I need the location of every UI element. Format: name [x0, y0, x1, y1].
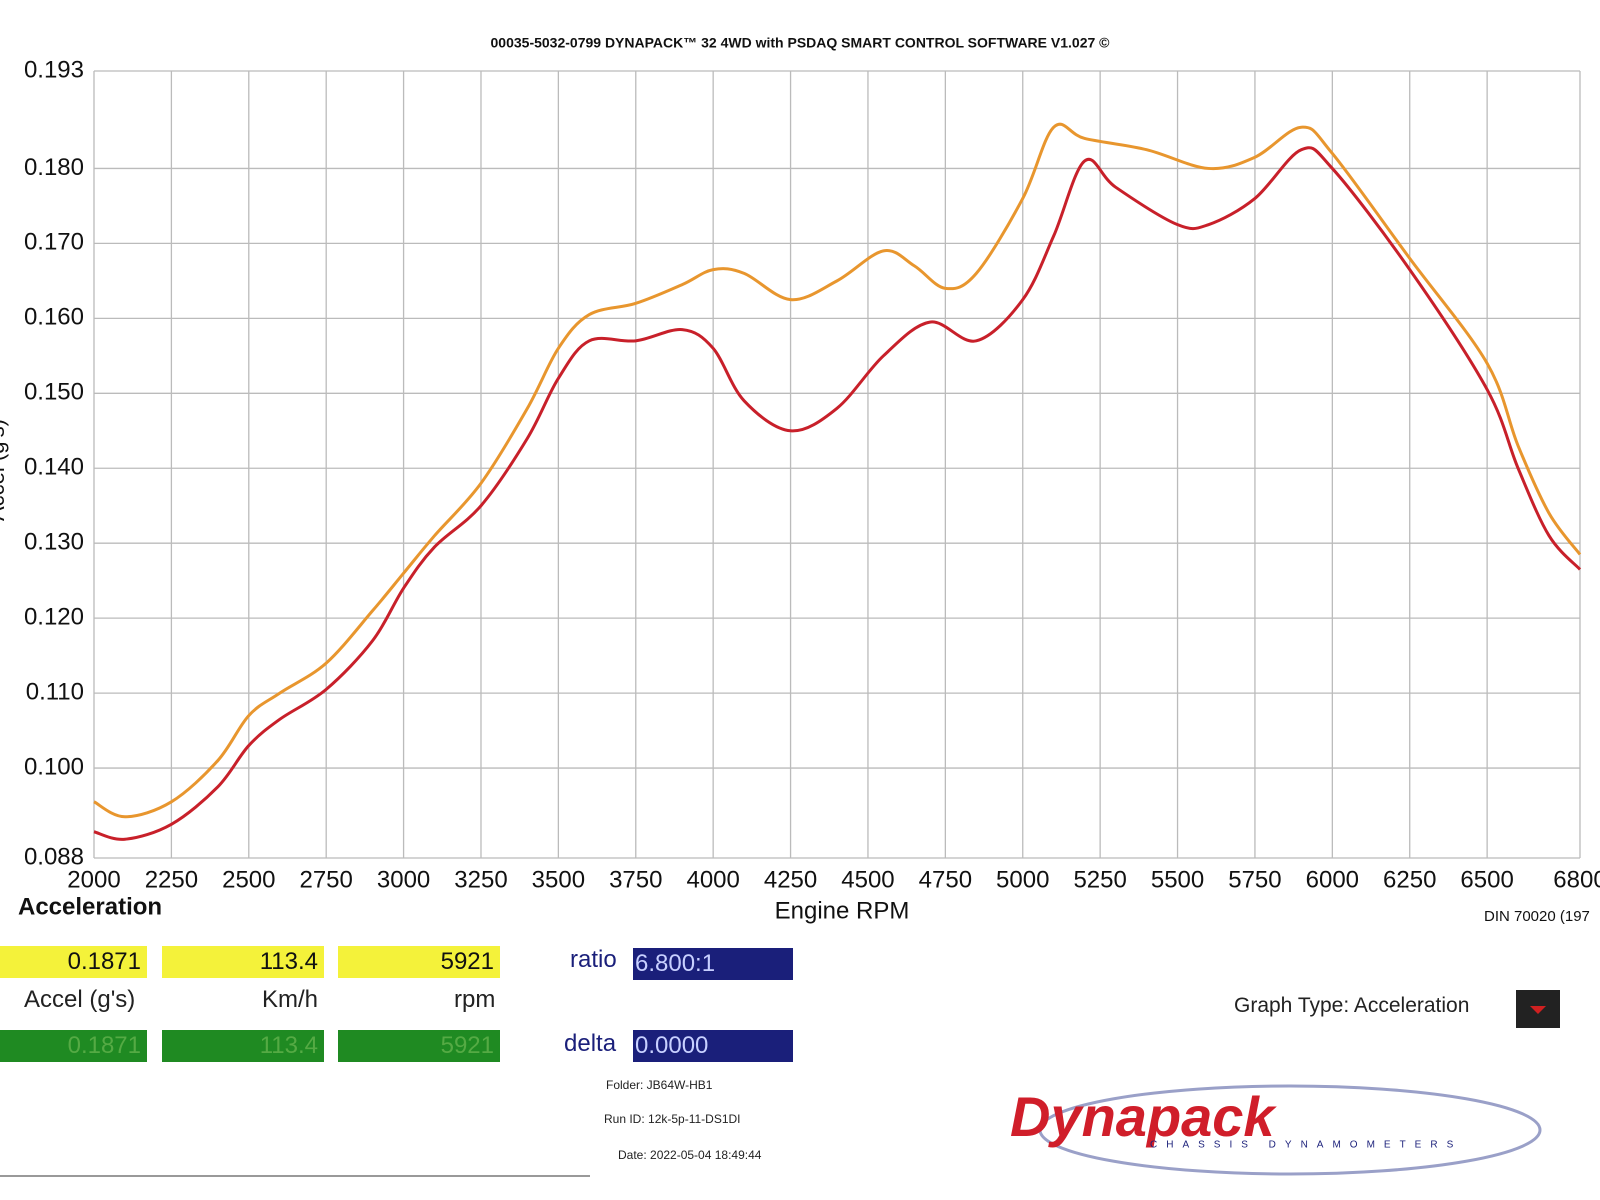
y-tick-label: 0.180: [24, 154, 84, 181]
x-tick-label: 6250: [1383, 866, 1436, 893]
y-tick-label: 0.193: [24, 56, 84, 83]
x-tick-label: 3000: [377, 866, 430, 893]
chart: 00035-5032-0799 DYNAPACK™ 32 4WD with PS…: [0, 35, 1600, 925]
readout: 5921: [338, 946, 500, 978]
x-tick-label: 2000: [67, 866, 120, 893]
readout: 113.4: [162, 946, 324, 978]
x-tick-label: 4500: [841, 866, 894, 893]
y-tick-label: 0.140: [24, 454, 84, 481]
y-tick-label: 0.110: [26, 678, 84, 705]
x-tick-label: 5500: [1151, 866, 1204, 893]
ratio-label: ratio: [570, 946, 617, 973]
logo: Dynapack CHASSIS DYNAMOMETERS: [1010, 1084, 1542, 1176]
y-tick-label: 0.120: [24, 603, 84, 630]
series-line: [93, 146, 1582, 841]
delta-value: 0.0000: [633, 1030, 793, 1062]
logo-tagline: CHASSIS DYNAMOMETERS: [1150, 1140, 1462, 1151]
x-tick-label: 4250: [764, 866, 817, 893]
x-tick-label: 2750: [299, 866, 352, 893]
y-tick-label: 0.088: [24, 843, 84, 870]
x-tick-label: 4000: [686, 866, 739, 893]
chart-title: 00035-5032-0799 DYNAPACK™ 32 4WD with PS…: [491, 35, 1111, 51]
x-tick-label: 6000: [1306, 866, 1359, 893]
ratio-value: 6.800:1: [633, 948, 793, 980]
y-axis-label: Accel (g's): [0, 419, 9, 521]
x-tick-label: 5000: [996, 866, 1049, 893]
divider: [0, 1175, 590, 1177]
y-tick-label: 0.170: [24, 229, 84, 256]
readout: 5921: [338, 1030, 500, 1062]
unit-label: Km/h: [262, 986, 319, 1013]
y-tick-label: 0.160: [24, 304, 84, 331]
x-tick-label: 5750: [1228, 866, 1281, 893]
readout: 0.1871: [0, 946, 147, 978]
date: Date: 2022-05-04 18:49:44: [618, 1148, 762, 1162]
unit-label: rpm: [454, 986, 496, 1013]
x-tick-label: 3250: [454, 866, 507, 893]
x-tick-label: 4750: [919, 866, 972, 893]
x-tick-label: 6500: [1460, 866, 1513, 893]
footnote: DIN 70020 (197: [1484, 908, 1590, 925]
y-tick-label: 0.150: [24, 379, 84, 406]
x-tick-label: 3500: [532, 866, 585, 893]
x-tick-label: 3750: [609, 866, 662, 893]
readout: 113.4: [162, 1030, 324, 1062]
x-tick-label: 5250: [1073, 866, 1126, 893]
x-axis-label: Engine RPM: [775, 897, 910, 924]
graph-type-dropdown[interactable]: [1516, 990, 1560, 1028]
logo-name: Dynapack: [1010, 1085, 1277, 1148]
series-line: [93, 122, 1582, 819]
x-tick-label: 2250: [145, 866, 198, 893]
unit-label: Accel (g's): [24, 986, 136, 1013]
readout: 0.1871: [0, 1030, 147, 1062]
folder: Folder: JB64W-HB1: [606, 1078, 713, 1092]
y-tick-label: 0.100: [24, 753, 84, 780]
y-tick-label: 0.130: [24, 529, 84, 556]
graph-type: Graph Type: Acceleration: [1234, 994, 1470, 1017]
x-tick-label: 2500: [222, 866, 275, 893]
run-id: Run ID: 12k-5p-11-DS1DI: [604, 1112, 741, 1126]
dropdown-icon: [1530, 1006, 1546, 1014]
delta-label: delta: [564, 1030, 617, 1057]
chart-label: Acceleration: [18, 893, 162, 920]
